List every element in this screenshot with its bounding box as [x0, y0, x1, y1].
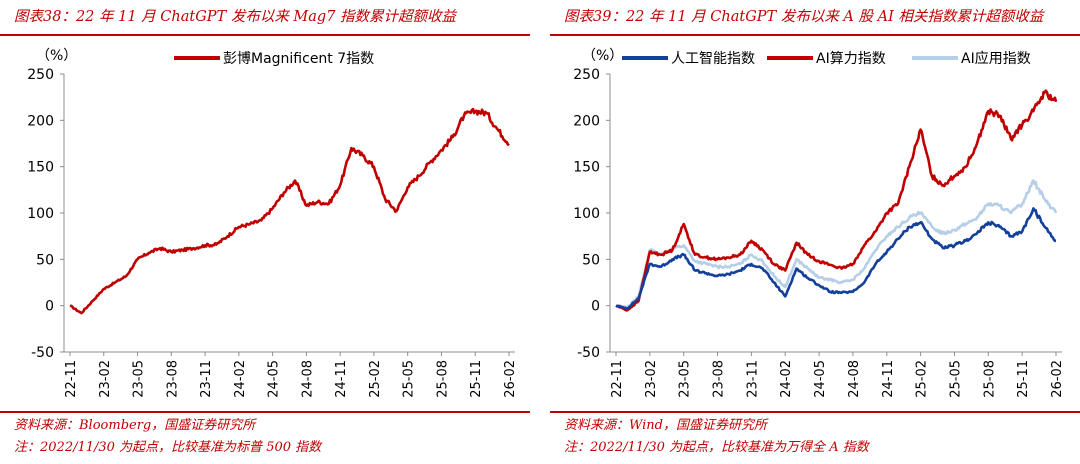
y-tick-label: -50 — [577, 345, 600, 361]
y-tick-label: 0 — [45, 299, 54, 315]
x-tick-label: 22-11 — [64, 360, 79, 398]
x-tick-label: 26-02 — [1050, 360, 1065, 398]
legend-label: 人工智能指数 — [671, 51, 755, 67]
series-line-1 — [615, 207, 1057, 310]
x-tick-label: 24-02 — [779, 360, 794, 398]
x-tick-label: 23-08 — [712, 360, 727, 398]
a-share-ai-excess-return-chart: （%） -50 0 50 100 150 200 250 22-11 23-02 23-05 23-0… — [573, 48, 1065, 398]
footer-divider — [550, 411, 1080, 413]
x-tick-label: 23-08 — [165, 360, 180, 398]
x-tick-label: 24-02 — [233, 360, 248, 398]
footnote: 注：2022/11/30 为起点，比较基准为标普 500 指数 — [14, 440, 322, 455]
title-divider — [550, 34, 1080, 36]
y-tick-label: 200 — [27, 113, 54, 129]
y-tick-label: 50 — [582, 252, 600, 268]
y-tick-label: 250 — [573, 67, 600, 83]
legend-label: AI应用指数 — [961, 50, 1031, 67]
x-tick-label: 23-11 — [199, 360, 214, 398]
x-tick-label: 26-02 — [503, 360, 518, 398]
chart-panel-a-share-ai: 图表39：22 年 11 月 ChatGPT 发布以来 A 股 AI 相关指数累… — [550, 0, 1080, 464]
x-tick-label: 23-02 — [644, 360, 659, 398]
x-tick-label: 23-11 — [745, 360, 760, 398]
y-tick-label: 100 — [573, 206, 600, 222]
x-tick-label: 24-05 — [267, 360, 282, 398]
y-tick-label: 0 — [591, 299, 600, 315]
chart-panel-mag7: 图表38：22 年 11 月 ChatGPT 发布以来 Mag7 指数累计超额收… — [0, 0, 530, 464]
x-tick-label: 25-08 — [435, 360, 450, 398]
x-tick-label: 25-11 — [1016, 360, 1031, 398]
y-tick-label: 150 — [27, 160, 54, 176]
series-line-3 — [615, 179, 1058, 310]
y-tick-label: 100 — [27, 206, 54, 222]
y-axis-unit-label: （%） — [582, 48, 623, 64]
x-tick-label: 22-11 — [610, 360, 625, 398]
x-tick-label: 25-11 — [469, 360, 484, 398]
x-tick-label: 25-05 — [402, 360, 417, 398]
x-tick-label: 25-08 — [982, 360, 997, 398]
source-note: 资料来源：Wind，国盛证券研究所 — [564, 418, 767, 433]
x-tick-label: 25-02 — [915, 360, 930, 398]
x-tick-label: 24-05 — [813, 360, 828, 398]
x-tick-label: 25-05 — [948, 360, 963, 398]
source-note: 资料来源：Bloomberg，国盛证券研究所 — [14, 418, 256, 433]
mag7-excess-return-chart: （%） -50 0 50 100 150 200 250 22-11 23-02 23-05 23-0… — [27, 48, 518, 398]
x-tick-label: 23-05 — [132, 360, 147, 398]
chart-title: 图表39：22 年 11 月 ChatGPT 发布以来 A 股 AI 相关指数累… — [564, 9, 1044, 25]
chart-title: 图表38：22 年 11 月 ChatGPT 发布以来 Mag7 指数累计超额收… — [14, 9, 457, 25]
x-tick-label: 24-11 — [881, 360, 896, 398]
y-tick-label: -50 — [31, 345, 54, 361]
x-tick-label: 23-02 — [98, 360, 113, 398]
series-line-2 — [615, 89, 1058, 312]
legend-label: AI算力指数 — [816, 51, 886, 67]
y-tick-label: 150 — [573, 160, 600, 176]
y-axis-unit-label: （%） — [36, 48, 77, 64]
x-tick-label: 23-05 — [678, 360, 693, 398]
x-tick-label: 24-11 — [334, 360, 349, 398]
y-tick-label: 50 — [36, 252, 54, 268]
series-line-1 — [69, 107, 510, 315]
y-tick-label: 200 — [573, 113, 600, 129]
footnote: 注：2022/11/30 为起点，比较基准为万得全 A 指数 — [564, 440, 869, 455]
y-tick-label: 250 — [27, 67, 54, 83]
legend-label: 彭博Magnificent 7指数 — [223, 50, 374, 67]
footer-divider — [0, 411, 530, 413]
title-divider — [0, 34, 530, 36]
x-tick-label: 24-08 — [847, 360, 862, 398]
x-tick-label: 24-08 — [300, 360, 315, 398]
x-tick-label: 25-02 — [368, 360, 383, 398]
